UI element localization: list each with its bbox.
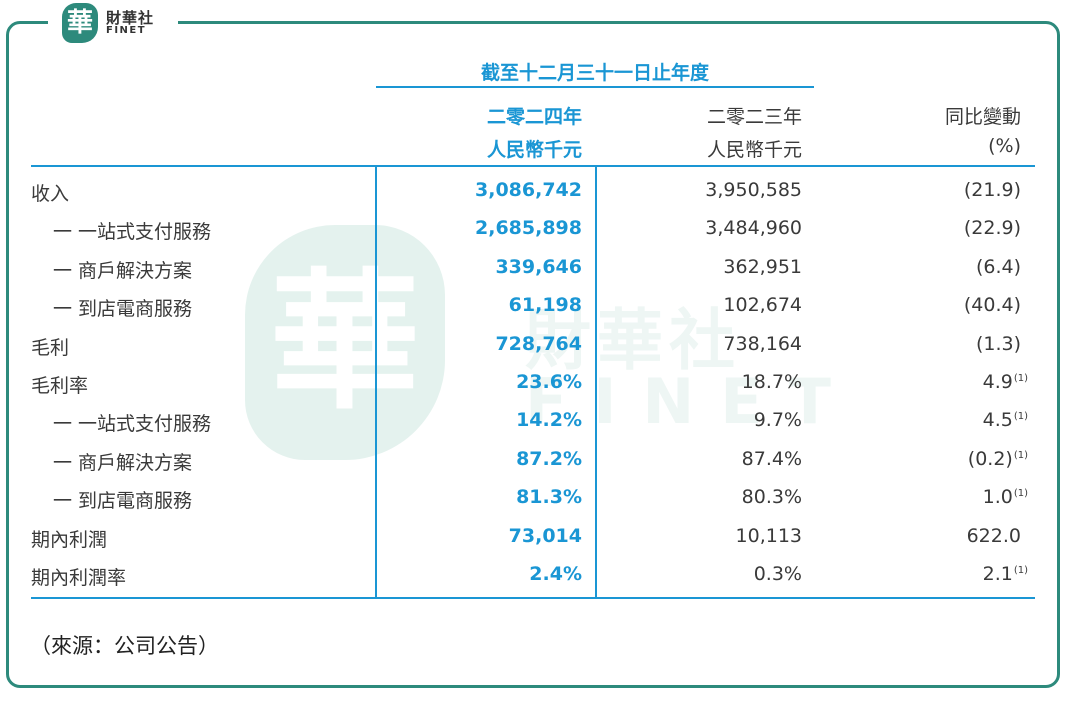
change-value: (6.4) bbox=[975, 255, 1021, 278]
value-2024: 81.3% bbox=[516, 486, 582, 509]
logo-seal-icon: 華 bbox=[62, 3, 98, 43]
row-label: 一 到店電商服務 bbox=[53, 490, 193, 513]
value-change: (22.9) bbox=[964, 217, 1021, 239]
column-divider-2023 bbox=[595, 166, 597, 598]
table-row: 一 一站式支付服務 14.2% 9.7% 4.5(1) bbox=[0, 401, 1065, 439]
value-change: 4.5(1) bbox=[983, 409, 1028, 431]
row-label: 一 商戶解決方案 bbox=[53, 451, 193, 474]
value-change: 2.1(1) bbox=[983, 563, 1028, 585]
table-row: 收入 3,086,742 3,950,585 (21.9) bbox=[0, 171, 1065, 209]
value-2024: 728,764 bbox=[495, 332, 582, 355]
col-2024-unit: 人民幣千元 bbox=[486, 139, 582, 161]
value-2023: 362,951 bbox=[723, 255, 802, 278]
value-2024: 3,086,742 bbox=[475, 179, 582, 201]
column-divider-2024 bbox=[375, 166, 377, 598]
value-change: (40.4) bbox=[964, 294, 1021, 316]
table-row: 一 到店電商服務 61,198 102,674 (40.4) bbox=[0, 286, 1065, 324]
value-2024: 23.6% bbox=[516, 371, 582, 393]
value-2024: 2,685,898 bbox=[475, 217, 582, 240]
logo-name-en: FINET bbox=[106, 25, 147, 36]
change-value: 622.0 bbox=[966, 524, 1021, 547]
change-value: 2.1 bbox=[982, 563, 1013, 585]
change-value: (0.2) bbox=[967, 447, 1013, 470]
table-bottom-divider bbox=[31, 597, 1035, 599]
value-2024: 87.2% bbox=[516, 447, 582, 470]
value-change: 4.9(1) bbox=[983, 371, 1028, 393]
value-2023: 9.7% bbox=[753, 409, 802, 432]
row-label: 一 到店電商服務 bbox=[53, 298, 193, 321]
value-2023: 3,484,960 bbox=[705, 217, 802, 240]
value-change: 622.0 bbox=[967, 525, 1021, 547]
value-change: (21.9) bbox=[964, 179, 1021, 201]
value-2023: 80.3% bbox=[741, 486, 802, 509]
table-row: 一 商戶解決方案 339,646 362,951 (6.4) bbox=[0, 248, 1065, 286]
col-2023-year: 二零二三年 bbox=[706, 106, 802, 128]
footnote-marker: (1) bbox=[1013, 411, 1028, 423]
value-change: (6.4) bbox=[976, 256, 1021, 278]
footnote-marker: (1) bbox=[1013, 449, 1028, 461]
content-frame bbox=[6, 21, 1060, 688]
logo-name-cn: 財華社 bbox=[106, 9, 155, 27]
value-2023: 102,674 bbox=[723, 294, 802, 317]
footnote-marker: (1) bbox=[1013, 565, 1028, 576]
col-2023-unit: 人民幣千元 bbox=[706, 139, 802, 161]
table-row: 一 一站式支付服務 2,685,898 3,484,960 (22.9) bbox=[0, 209, 1065, 247]
table-row: 期內利潤 73,014 10,113 622.0 bbox=[0, 517, 1065, 555]
value-2023: 738,164 bbox=[723, 332, 802, 355]
change-value: 4.9 bbox=[982, 371, 1013, 393]
value-change: (1.3) bbox=[976, 333, 1021, 355]
finet-logo: 華 財華社 FINET bbox=[48, 0, 178, 46]
row-label: 一 一站式支付服務 bbox=[53, 221, 212, 244]
col-change-unit: (%) bbox=[988, 135, 1021, 157]
row-label: 一 商戶解決方案 bbox=[53, 259, 193, 282]
row-label: 一 一站式支付服務 bbox=[53, 413, 212, 436]
table-row: 毛利率 23.6% 18.7% 4.9(1) bbox=[0, 363, 1065, 401]
footnote-marker: (1) bbox=[1013, 488, 1028, 500]
col-2024-year: 二零二四年 bbox=[486, 106, 582, 128]
row-label: 毛利率 bbox=[31, 375, 89, 397]
change-value: 1.0 bbox=[982, 486, 1013, 509]
value-2023: 87.4% bbox=[741, 447, 802, 470]
source-note: （來源：公司公告） bbox=[30, 634, 219, 658]
period-header: 截至十二月三十一日止年度 bbox=[480, 62, 709, 84]
table-row: 一 到店電商服務 81.3% 80.3% 1.0(1) bbox=[0, 478, 1065, 516]
table-row: 一 商戶解決方案 87.2% 87.4% (0.2)(1) bbox=[0, 440, 1065, 478]
value-change: (0.2)(1) bbox=[968, 448, 1028, 470]
value-2023: 0.3% bbox=[753, 563, 802, 585]
value-2024: 61,198 bbox=[508, 294, 582, 317]
value-2024: 339,646 bbox=[495, 255, 582, 278]
value-change: 1.0(1) bbox=[983, 486, 1028, 508]
header-divider bbox=[31, 165, 1035, 167]
value-2023: 3,950,585 bbox=[705, 179, 802, 201]
table-row: 毛利 728,764 738,164 (1.3) bbox=[0, 325, 1065, 363]
value-2024: 2.4% bbox=[529, 563, 582, 585]
value-2023: 18.7% bbox=[741, 371, 802, 393]
change-value: 4.5 bbox=[982, 409, 1013, 432]
change-value: (22.9) bbox=[963, 217, 1021, 240]
change-value: (1.3) bbox=[975, 332, 1021, 355]
value-2024: 73,014 bbox=[508, 524, 582, 547]
row-label: 收入 bbox=[31, 183, 70, 205]
col-change: 同比變動 bbox=[944, 106, 1021, 128]
period-underline bbox=[376, 86, 814, 88]
value-2024: 14.2% bbox=[516, 409, 582, 432]
row-label: 期內利潤 bbox=[31, 528, 108, 551]
table-row: 期內利潤率 2.4% 0.3% 2.1(1) bbox=[0, 555, 1065, 593]
value-2023: 10,113 bbox=[735, 524, 802, 547]
row-label: 毛利 bbox=[31, 336, 70, 359]
row-label: 期內利潤率 bbox=[31, 567, 127, 589]
change-value: (21.9) bbox=[963, 179, 1021, 201]
change-value: (40.4) bbox=[963, 294, 1021, 317]
footnote-marker: (1) bbox=[1013, 373, 1028, 384]
